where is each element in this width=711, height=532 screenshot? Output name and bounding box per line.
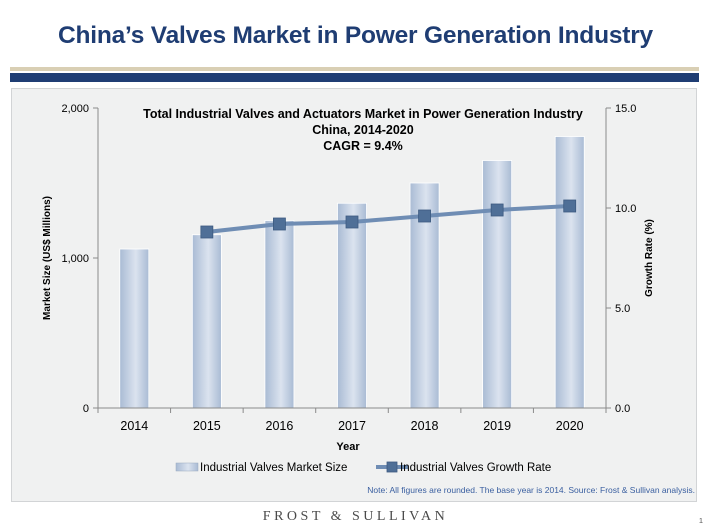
y-tick-label-right: 0.0 [615, 403, 630, 415]
bar-2014 [119, 248, 150, 409]
chart-title-line-1: Total Industrial Valves and Actuators Ma… [143, 107, 583, 121]
y-tick-label-right: 5.0 [615, 303, 630, 315]
growth-line-layer [200, 199, 577, 239]
page-number: 1 [698, 516, 703, 525]
growth-marker-2015 [200, 225, 214, 239]
x-tick-label: 2020 [556, 419, 584, 433]
y-axis-title-right: Growth Rate (%) [644, 219, 655, 297]
y-tick-label-left: 2,000 [61, 103, 89, 115]
bar-2015 [191, 234, 222, 409]
x-tick-label: 2018 [411, 419, 439, 433]
footnote: Note: All figures are rounded. The base … [367, 485, 695, 495]
x-tick-label: 2015 [193, 419, 221, 433]
growth-marker-2020 [563, 199, 577, 213]
growth-marker-2017 [345, 215, 359, 229]
chart: 0 1,000 2,000 0.0 5.0 10.0 15.0 2014 2015 2016 201… [42, 103, 655, 474]
legend-swatch-growth-marker [386, 461, 398, 473]
labels-layer: 0 1,000 2,000 0.0 5.0 10.0 15.0 2014 2015 2016 201… [42, 103, 655, 453]
growth-marker-2019 [490, 203, 504, 217]
bars-layer [119, 136, 585, 409]
chart-title-line-2: China, 2014-2020 [312, 123, 413, 137]
legend: Industrial Valves Market Size Industrial … [175, 461, 551, 474]
y-tick-label-left: 0 [83, 403, 89, 415]
growth-marker-2018 [418, 209, 431, 223]
growth-marker-2016 [273, 217, 286, 231]
y-axis-title-left: Market Size (US$ Millions) [42, 196, 53, 320]
x-tick-label: 2019 [483, 419, 511, 433]
bar-2020 [554, 136, 585, 409]
title-band-light [10, 67, 699, 71]
axes-layer [93, 107, 611, 413]
chart-panel: 0 1,000 2,000 0.0 5.0 10.0 15.0 2014 2015 2016 201… [11, 88, 697, 502]
bar-2019 [482, 160, 513, 409]
legend-swatch-market-size [175, 462, 199, 472]
title-band-dark [10, 73, 699, 82]
bar-2016 [264, 220, 295, 409]
legend-label-market-size: Industrial Valves Market Size [200, 462, 347, 474]
y-tick-label-left: 1,000 [61, 253, 89, 265]
slide-title: China’s Valves Market in Power Generatio… [58, 22, 653, 49]
growth-rate-line [206, 204, 570, 234]
y-tick-label-right: 10.0 [615, 203, 636, 215]
y-tick-label-right: 15.0 [615, 103, 636, 115]
x-axis-title: Year [336, 441, 360, 453]
chart-title-line-3: CAGR = 9.4% [323, 139, 403, 153]
x-tick-label: 2016 [266, 419, 294, 433]
brand-wordmark: FROST & SULLIVAN [262, 509, 449, 524]
x-tick-label: 2017 [338, 419, 366, 433]
bar-2017 [337, 202, 367, 409]
x-tick-label: 2014 [120, 419, 148, 433]
legend-label-growth-rate: Industrial Valves Growth Rate [400, 462, 551, 474]
